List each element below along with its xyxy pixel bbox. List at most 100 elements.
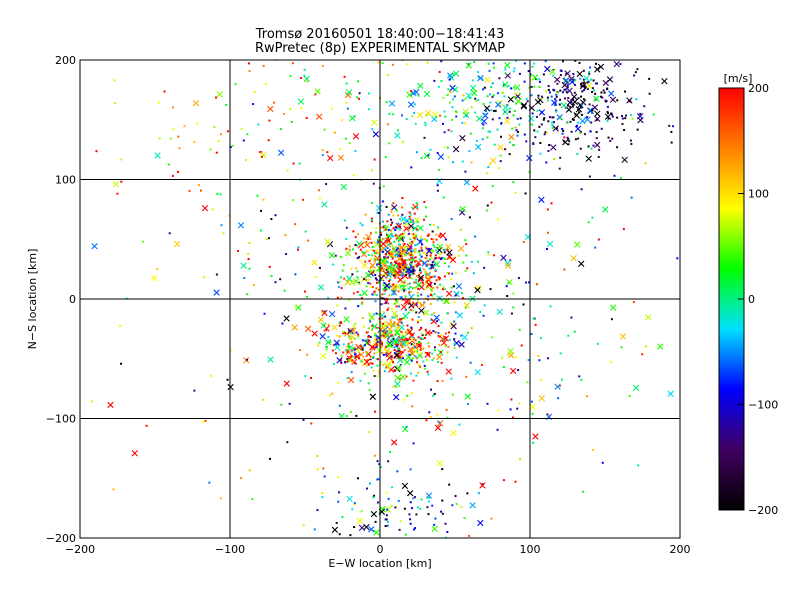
data-point [354, 252, 357, 255]
data-point [421, 249, 424, 252]
data-point [452, 285, 455, 288]
data-point [381, 343, 384, 346]
data-point [353, 351, 356, 354]
data-point [263, 312, 266, 315]
data-point [408, 266, 411, 269]
data-point [360, 348, 363, 351]
data-point [579, 131, 582, 134]
data-point [343, 75, 346, 78]
data-point [504, 148, 507, 151]
data-point [370, 285, 373, 288]
data-point [561, 132, 564, 135]
data-point [487, 130, 490, 133]
data-point [413, 212, 416, 215]
data-point [359, 248, 362, 251]
data-point [268, 119, 271, 122]
data-point [405, 259, 408, 262]
data-point [357, 335, 360, 338]
data-point [559, 117, 562, 120]
data-point [348, 336, 351, 339]
data-point-cross [425, 492, 433, 499]
data-point [363, 237, 366, 240]
data-point-cross [355, 343, 362, 351]
data-point [512, 292, 515, 295]
data-point [430, 276, 433, 279]
data-point [390, 271, 393, 274]
data-point-cross [560, 102, 568, 109]
data-point [400, 330, 403, 333]
data-point [378, 253, 381, 256]
data-point [374, 346, 377, 349]
data-point [338, 491, 341, 494]
data-point [361, 348, 364, 351]
data-point [371, 362, 374, 365]
data-point [368, 312, 371, 315]
data-point-cross [465, 62, 472, 69]
data-point [410, 252, 413, 255]
data-point [405, 425, 408, 428]
data-point [234, 83, 237, 86]
data-point-cross [532, 433, 539, 440]
data-point-cross [400, 284, 407, 291]
data-point [401, 298, 404, 301]
data-point [432, 238, 435, 241]
data-point-cross [390, 289, 398, 296]
data-point [352, 174, 355, 177]
data-point [204, 419, 207, 422]
data-point [252, 103, 255, 106]
data-point-cross [463, 179, 471, 186]
data-point [321, 492, 324, 495]
data-point [411, 256, 414, 259]
data-point [245, 159, 248, 162]
data-point [423, 136, 426, 139]
data-point [448, 483, 451, 486]
data-point [383, 256, 386, 259]
data-point [382, 334, 385, 337]
data-point [494, 109, 497, 112]
data-point [381, 293, 384, 296]
data-point [577, 121, 580, 124]
data-point [465, 375, 468, 378]
data-point [450, 130, 453, 133]
data-point [601, 461, 604, 464]
data-point [547, 149, 550, 152]
data-point [540, 123, 543, 126]
data-point [581, 90, 584, 93]
data-point [483, 266, 486, 269]
data-point [409, 286, 412, 289]
data-point [453, 95, 456, 98]
data-point [441, 499, 444, 502]
data-point [112, 488, 115, 491]
data-point-cross [508, 133, 515, 141]
data-point [595, 82, 598, 85]
y-axis-label: N−S location [km] [26, 249, 39, 350]
data-point [360, 360, 363, 363]
data-point [424, 206, 427, 209]
data-point-cross [407, 346, 414, 353]
data-point [167, 163, 170, 166]
data-point [377, 251, 380, 254]
data-point [429, 415, 432, 418]
data-point [388, 112, 391, 115]
data-point [587, 221, 590, 224]
data-point-cross [452, 86, 459, 93]
data-point [321, 64, 324, 67]
data-point [601, 96, 604, 99]
data-point [247, 257, 250, 260]
data-point [413, 286, 416, 289]
data-point-cross [513, 84, 521, 91]
data-point [535, 115, 538, 118]
data-point [377, 281, 380, 284]
data-point [283, 112, 286, 115]
data-point [391, 334, 394, 337]
data-point [395, 300, 398, 303]
data-point [365, 278, 368, 281]
data-point [226, 378, 229, 381]
data-point [446, 351, 449, 354]
data-point [600, 127, 603, 130]
data-point [567, 96, 570, 99]
data-point [325, 329, 328, 332]
data-point [586, 116, 589, 119]
data-point [545, 161, 548, 164]
data-point [577, 97, 580, 100]
